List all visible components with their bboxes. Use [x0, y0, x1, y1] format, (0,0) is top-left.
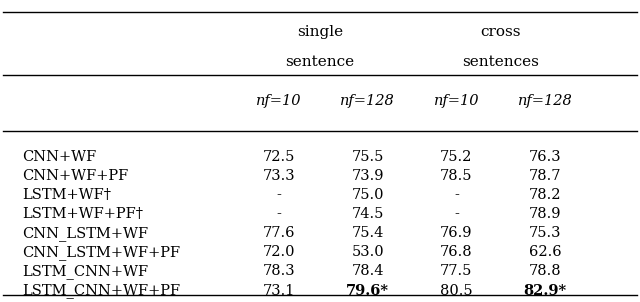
- Text: 75.5: 75.5: [351, 150, 384, 164]
- Text: CNN_LSTM+WF: CNN_LSTM+WF: [22, 226, 148, 241]
- Text: 53.0: 53.0: [351, 246, 384, 259]
- Text: 77.6: 77.6: [262, 226, 295, 240]
- Text: 75.2: 75.2: [440, 150, 472, 164]
- Text: 76.8: 76.8: [440, 246, 473, 259]
- Text: 78.2: 78.2: [529, 188, 561, 202]
- Text: -: -: [276, 207, 281, 221]
- Text: LSTM+WF+PF†: LSTM+WF+PF†: [22, 207, 143, 221]
- Text: 75.3: 75.3: [529, 226, 561, 240]
- Text: CNN+WF: CNN+WF: [22, 150, 96, 164]
- Text: 72.0: 72.0: [262, 246, 295, 259]
- Text: 74.5: 74.5: [351, 207, 384, 221]
- Text: nf=10: nf=10: [256, 94, 301, 108]
- Text: 72.5: 72.5: [262, 150, 295, 164]
- Text: nf=128: nf=128: [340, 94, 395, 108]
- Text: 80.5: 80.5: [440, 284, 473, 297]
- Text: LSTM+WF†: LSTM+WF†: [22, 188, 111, 202]
- Text: 82.9*: 82.9*: [524, 284, 567, 297]
- Text: sentences: sentences: [462, 54, 540, 69]
- Text: nf=128: nf=128: [518, 94, 573, 108]
- Text: CNN+WF+PF: CNN+WF+PF: [22, 169, 128, 183]
- Text: LSTM_CNN+WF: LSTM_CNN+WF: [22, 264, 148, 279]
- Text: 78.8: 78.8: [529, 265, 561, 278]
- Text: 77.5: 77.5: [440, 265, 472, 278]
- Text: 73.9: 73.9: [351, 169, 384, 183]
- Text: 79.6*: 79.6*: [346, 284, 389, 297]
- Text: cross: cross: [481, 25, 521, 39]
- Text: nf=10: nf=10: [434, 94, 479, 108]
- Text: 73.1: 73.1: [262, 284, 295, 297]
- Text: 75.4: 75.4: [351, 226, 384, 240]
- Text: 78.9: 78.9: [529, 207, 561, 221]
- Text: -: -: [454, 188, 459, 202]
- Text: -: -: [454, 207, 459, 221]
- Text: 78.7: 78.7: [529, 169, 561, 183]
- Text: 78.3: 78.3: [262, 265, 295, 278]
- Text: CNN_LSTM+WF+PF: CNN_LSTM+WF+PF: [22, 245, 180, 260]
- Text: sentence: sentence: [285, 54, 355, 69]
- Text: 62.6: 62.6: [529, 246, 561, 259]
- Text: 78.4: 78.4: [351, 265, 384, 278]
- Text: single: single: [297, 25, 343, 39]
- Text: 76.3: 76.3: [529, 150, 561, 164]
- Text: 76.9: 76.9: [440, 226, 473, 240]
- Text: -: -: [276, 188, 281, 202]
- Text: 75.0: 75.0: [351, 188, 384, 202]
- Text: 78.5: 78.5: [440, 169, 473, 183]
- Text: LSTM_CNN+WF+PF: LSTM_CNN+WF+PF: [22, 283, 180, 298]
- Text: 73.3: 73.3: [262, 169, 295, 183]
